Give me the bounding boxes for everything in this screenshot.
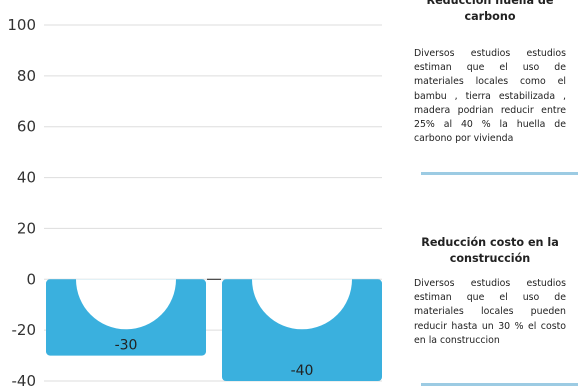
bar-chart: 100 80 60 40 20 0 -20 -40 COSTOS EN LA CONSTRUCCI… (7, 16, 382, 388)
panel-divider (421, 172, 578, 175)
y-tick-label: 80 (17, 67, 36, 85)
y-tick-label: 20 (17, 219, 36, 237)
y-tick-label: 100 (7, 16, 36, 34)
y-tick-label: 40 (17, 169, 36, 187)
panel-title-cost: Reducción costo en la construcción (421, 236, 559, 265)
y-tick-label: -20 (12, 321, 37, 339)
info-panel-carbon: Reducción huella de carbono Diversos est… (414, 0, 566, 146)
panel-divider (421, 383, 578, 386)
bar-cutout (76, 279, 176, 330)
y-tick-label: 60 (17, 118, 36, 136)
info-panel-cost: Reducción costo en la construcción Diver… (414, 235, 566, 348)
panel-body-carbon: Diversos estudios estudios estiman que e… (414, 48, 566, 145)
category-label: HUELLA DE CARBONO (281, 255, 324, 274)
data-label: -30 (115, 338, 138, 354)
bar-cutout (252, 279, 352, 330)
category-label: COSTOS EN LA CONSTRUCCION (95, 255, 156, 274)
panel-body-cost: Diversos estudios estudios estiman que e… (414, 278, 566, 346)
panel-title-carbon: Reducción huella de carbono (426, 0, 554, 23)
y-tick-label: -40 (12, 372, 37, 388)
y-tick-label: 0 (26, 270, 36, 288)
data-label: -40 (291, 363, 314, 379)
